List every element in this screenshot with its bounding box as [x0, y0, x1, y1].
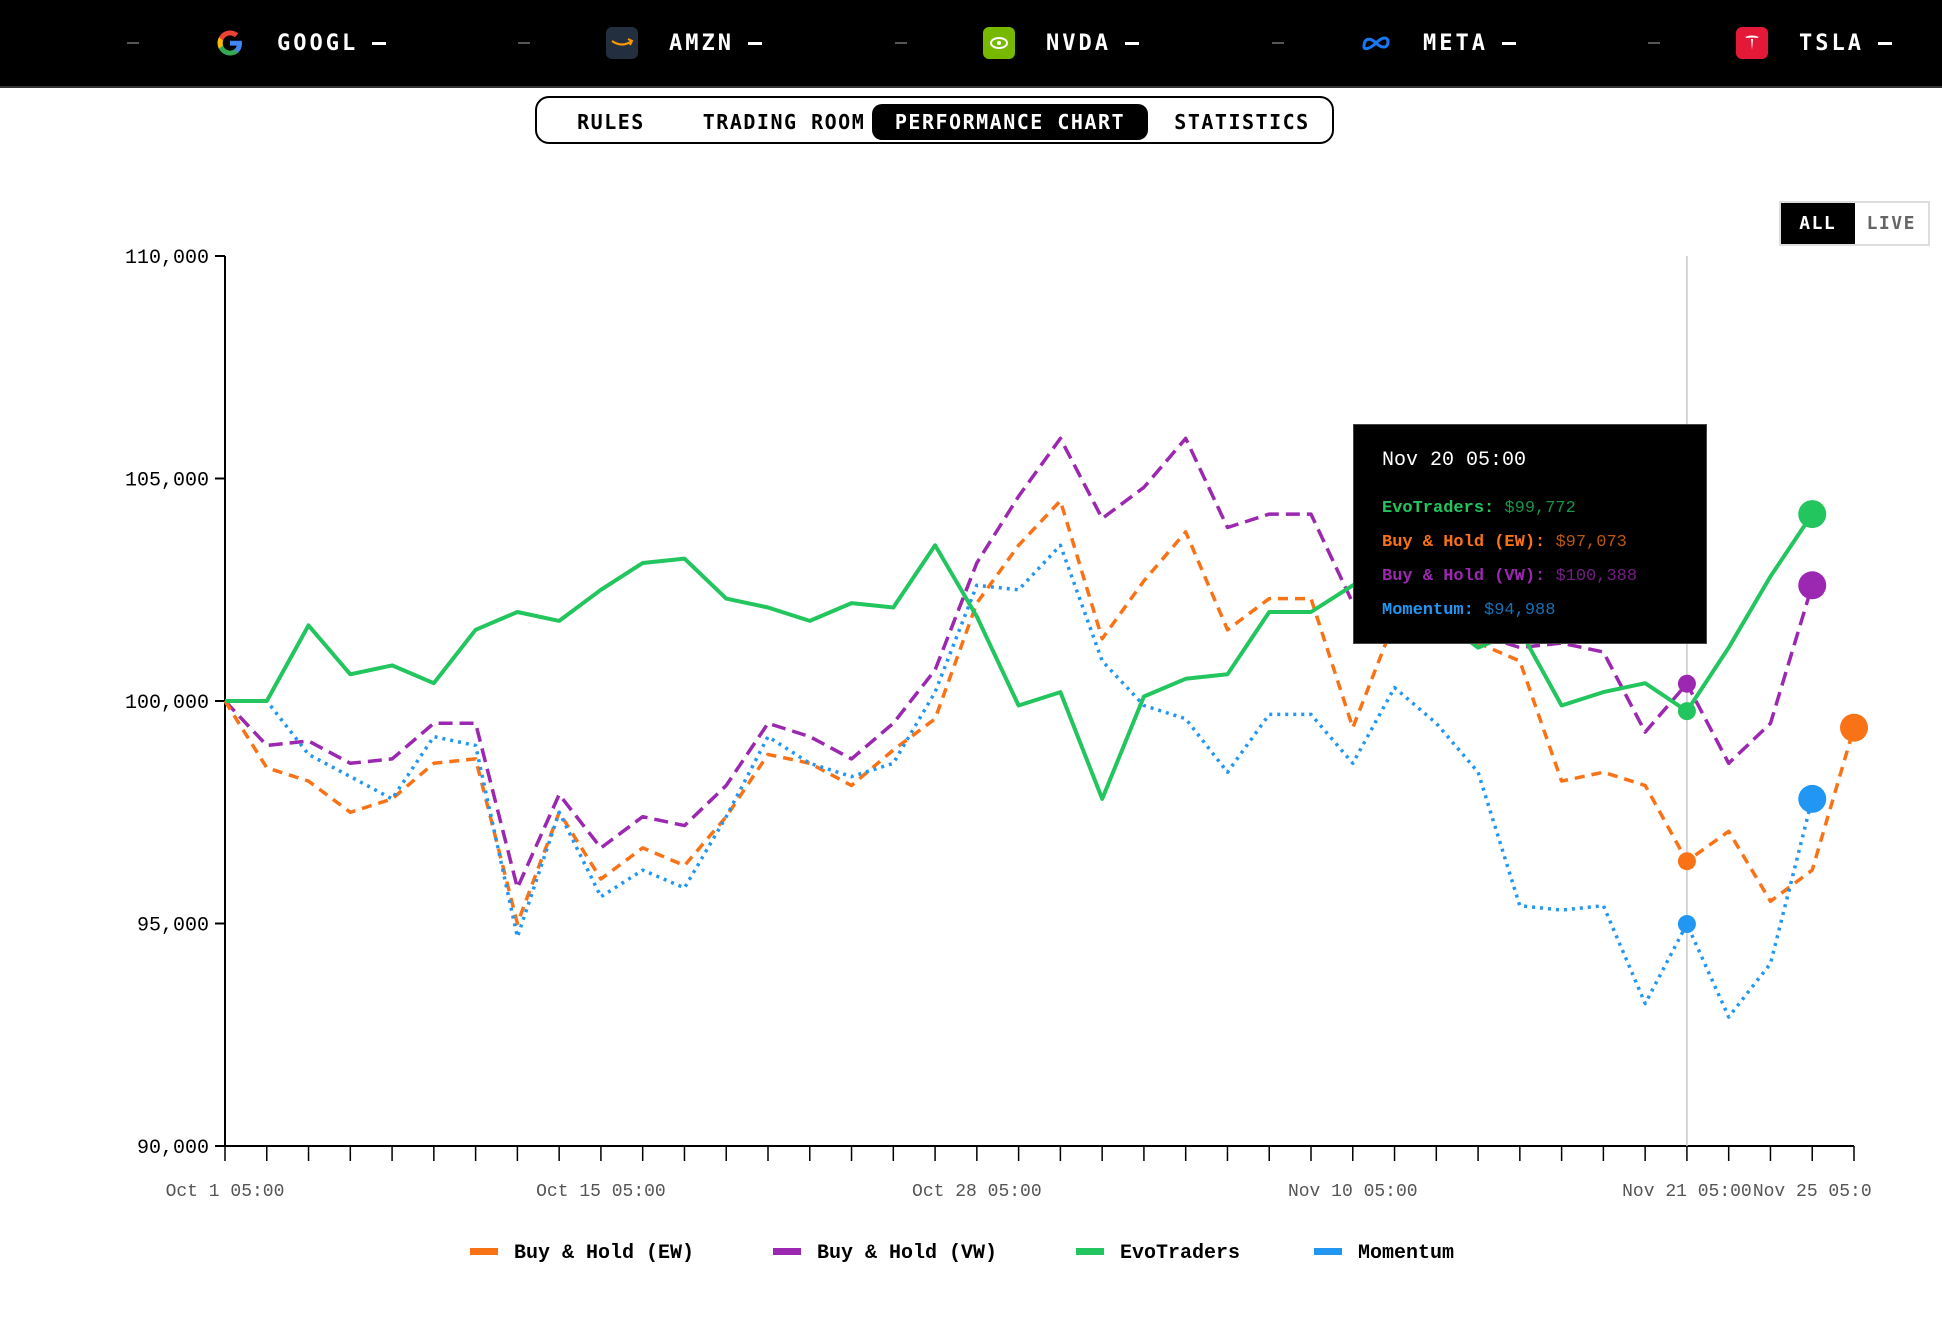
tooltip-value: $94,988 [1484, 601, 1556, 620]
google-logo-icon [214, 27, 246, 59]
y-tick-label: 105,000 [125, 470, 209, 493]
tab-trading-room[interactable]: TRADING ROOM [702, 110, 866, 134]
legend-swatch-evotraders [1076, 1248, 1104, 1255]
hover-tooltip: Nov 20 05:00 EvoTraders: $99,772 Buy & H… [1353, 424, 1707, 644]
tooltip-row-momentum: Momentum: $94,988 [1382, 594, 1678, 628]
ticker-separator [1648, 42, 1660, 44]
ticker-change-dash [1501, 41, 1516, 45]
tooltip-date: Nov 20 05:00 [1382, 449, 1527, 472]
range-toggle: ALL LIVE [1779, 201, 1930, 246]
legend-label-evotraders: EvoTraders [1120, 1242, 1240, 1265]
ticker-symbol: GOOGL [277, 30, 359, 56]
meta-logo-icon [1360, 27, 1392, 59]
ticker-separator [127, 42, 139, 44]
y-tick-label: 90,000 [137, 1137, 209, 1160]
tooltip-label: Buy & Hold (EW): [1382, 533, 1546, 552]
end-point-momentum [1798, 784, 1827, 813]
ticker-symbol: NVDA [1046, 30, 1111, 56]
ticker-symbol: AMZN [669, 30, 734, 56]
tab-rules[interactable]: RULES [577, 110, 645, 134]
range-all-button[interactable]: ALL [1781, 203, 1855, 244]
chart-axes: 110,000 105,000 100,000 95,000 90,000 Oct 1 0… [125, 247, 1872, 1202]
ticker-item-nvda[interactable]: NVDA [983, 0, 1139, 86]
chart-series-points [1677, 500, 1868, 934]
tooltip-value: $100,388 [1555, 567, 1638, 586]
tooltip-value: $97,073 [1555, 533, 1627, 552]
range-live-button[interactable]: LIVE [1866, 213, 1916, 234]
legend-label-buy-hold-ew: Buy & Hold (EW) [514, 1242, 694, 1265]
x-tick-label: Nov 10 05:00 [1288, 1182, 1418, 1202]
tooltip-label: Buy & Hold (VW): [1382, 567, 1546, 586]
hover-point-buy-hold-vw [1677, 674, 1696, 693]
ticker-symbol: TSLA [1799, 30, 1864, 56]
end-point-buy-hold-ew [1840, 713, 1868, 742]
tesla-logo-icon [1736, 27, 1768, 59]
ticker-separator [895, 42, 907, 44]
view-tabs: RULES TRADING ROOM PERFORMANCE CHART STA… [535, 96, 1334, 144]
amazon-logo-icon [606, 27, 638, 59]
chart-series-lines [223, 436, 1856, 1019]
y-tick-label: 100,000 [125, 692, 209, 715]
tooltip-row-buy-hold-vw: Buy & Hold (VW): $100,388 [1382, 560, 1678, 594]
legend-swatch-momentum [1314, 1248, 1342, 1255]
tooltip-row-evotraders: EvoTraders: $99,772 [1382, 492, 1678, 526]
tab-statistics[interactable]: STATISTICS [1174, 110, 1310, 134]
ticker-change-dash [1877, 41, 1892, 45]
ticker-change-dash [747, 41, 762, 45]
ticker-separator [518, 42, 530, 44]
tooltip-value: $99,772 [1504, 499, 1576, 518]
end-point-evotraders [1798, 500, 1827, 529]
x-tick-label: Oct 15 05:00 [536, 1182, 666, 1202]
y-tick-label: 110,000 [125, 247, 209, 270]
series-line-buy-hold-ew [223, 499, 1856, 926]
legend-swatch-buy-hold-ew [470, 1248, 498, 1255]
tooltip-label: Momentum: [1382, 601, 1474, 620]
hover-point-buy-hold-ew [1677, 852, 1696, 871]
ticker-change-dash [1124, 41, 1139, 45]
nvidia-logo-icon [983, 27, 1015, 59]
series-line-buy-hold-vw [223, 436, 1814, 890]
chart-legend: Buy & Hold (EW) Buy & Hold (VW) EvoTraders… [470, 1242, 1454, 1265]
ticker-item-meta[interactable]: META [1360, 0, 1516, 86]
hover-point-momentum [1677, 915, 1696, 934]
y-tick-label: 95,000 [137, 915, 209, 938]
x-tick-label: Nov 21 05:00 [1622, 1182, 1752, 1202]
x-tick-label: Oct 28 05:00 [912, 1182, 1042, 1202]
series-line-evotraders [225, 512, 1814, 801]
tooltip-row-buy-hold-ew: Buy & Hold (EW): $97,073 [1382, 526, 1678, 560]
tab-performance-chart[interactable]: PERFORMANCE CHART [872, 104, 1148, 140]
legend-swatch-buy-hold-vw [773, 1248, 801, 1255]
legend-label-buy-hold-vw: Buy & Hold (VW) [817, 1242, 997, 1265]
ticker-item-googl[interactable]: GOOGL [214, 0, 387, 86]
legend-label-momentum: Momentum [1358, 1242, 1454, 1265]
end-point-buy-hold-vw [1798, 571, 1827, 600]
ticker-item-amzn[interactable]: AMZN [606, 0, 762, 86]
tooltip-label: EvoTraders: [1382, 499, 1495, 518]
x-tick-label: Oct 1 05:00 [166, 1182, 285, 1202]
hover-point-evotraders [1677, 702, 1696, 721]
ticker-item-tsla[interactable]: TSLA [1736, 0, 1892, 86]
x-tick-label: Nov 25 05:0 [1753, 1182, 1872, 1202]
ticker-change-dash [372, 41, 387, 45]
ticker-bar: GOOGL AMZN NVDA META TSLA [0, 0, 1942, 88]
ticker-symbol: META [1423, 30, 1488, 56]
ticker-separator [1272, 42, 1284, 44]
